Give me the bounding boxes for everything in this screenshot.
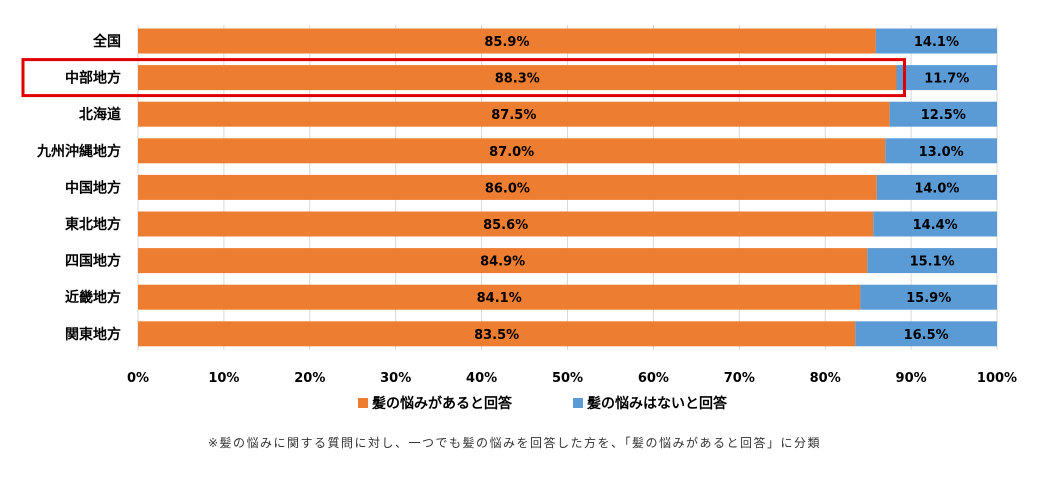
bar-segment bbox=[855, 321, 997, 347]
bar-segment bbox=[896, 65, 997, 91]
bar-segment bbox=[138, 65, 897, 91]
category-label: 中部地方 bbox=[65, 70, 121, 87]
data-label: 84.9% bbox=[480, 255, 525, 270]
x-tick-label: 30% bbox=[380, 371, 411, 386]
x-tick-label: 10% bbox=[208, 371, 239, 386]
data-label: 13.0% bbox=[919, 145, 964, 160]
category-label: 近畿地方 bbox=[65, 289, 121, 306]
category-label: 北海道 bbox=[79, 106, 121, 123]
data-label: 11.7% bbox=[924, 72, 969, 87]
bar-segment bbox=[889, 101, 997, 127]
data-label: 87.5% bbox=[491, 108, 536, 123]
category-label: 中国地方 bbox=[65, 179, 121, 196]
x-tick-label: 0% bbox=[127, 371, 149, 386]
x-axis-ticks: 0% 10% 20% 30% 40% 50% 60% 70% 80% 90% 100% bbox=[127, 371, 1017, 386]
legend-swatch bbox=[573, 398, 583, 408]
bar-segment bbox=[138, 211, 874, 237]
x-tick-label: 70% bbox=[724, 371, 755, 386]
data-label: 15.1% bbox=[910, 255, 955, 270]
data-label: 84.1% bbox=[477, 291, 522, 306]
data-label: 15.9% bbox=[906, 291, 951, 306]
footnote: ※髪の悩みに関する質問に対し、一つでも髪の悩みを回答した方を、「髪の悩みがあると… bbox=[208, 436, 822, 450]
bar-segment bbox=[885, 138, 997, 164]
bar-segment bbox=[138, 321, 856, 347]
data-label: 87.0% bbox=[489, 145, 534, 160]
data-label: 85.9% bbox=[484, 35, 529, 50]
bar-segment bbox=[138, 174, 877, 200]
bar-segment bbox=[138, 101, 890, 127]
highlight-box bbox=[21, 58, 906, 98]
bar-segment bbox=[860, 284, 997, 310]
bar-segment bbox=[876, 174, 997, 200]
category-label: 九州沖縄地方 bbox=[36, 143, 121, 160]
category-label: 東北地方 bbox=[65, 216, 121, 233]
data-label: 16.5% bbox=[904, 328, 949, 343]
x-tick-label: 20% bbox=[294, 371, 325, 386]
bar-segment bbox=[867, 248, 997, 274]
bar-segment bbox=[138, 138, 886, 164]
x-tick-label: 40% bbox=[466, 371, 497, 386]
data-label: 12.5% bbox=[921, 108, 966, 123]
category-label: 関東地方 bbox=[65, 326, 121, 343]
legend: 髪の悩みがあると回答 髪の悩みはないと回答 bbox=[358, 395, 728, 412]
data-label: 83.5% bbox=[474, 328, 519, 343]
x-tick-label: 60% bbox=[638, 371, 669, 386]
bar-segment bbox=[873, 211, 997, 237]
bars: 85.9% 14.1% 88.3% 11.7% 87.5% 12.5% 87.0% 13.0%… bbox=[138, 28, 997, 347]
data-label: 14.0% bbox=[914, 181, 959, 196]
bar-segment bbox=[138, 248, 868, 274]
bar-segment bbox=[138, 28, 876, 54]
data-label: 86.0% bbox=[485, 181, 530, 196]
bar-segment bbox=[875, 28, 997, 54]
data-label: 88.3% bbox=[495, 72, 540, 87]
legend-swatch bbox=[358, 398, 368, 408]
x-tick-label: 80% bbox=[810, 371, 841, 386]
bar-segment bbox=[138, 284, 861, 310]
x-tick-label: 50% bbox=[552, 371, 583, 386]
category-label: 全国 bbox=[92, 33, 121, 50]
highlight-group bbox=[21, 58, 906, 98]
x-tick-label: 100% bbox=[977, 371, 1017, 386]
legend-label: 髪の悩みがあると回答 bbox=[371, 395, 513, 412]
legend-label: 髪の悩みはないと回答 bbox=[586, 395, 728, 412]
data-label: 14.1% bbox=[914, 35, 959, 50]
category-label: 四国地方 bbox=[65, 253, 121, 270]
data-label: 85.6% bbox=[483, 218, 528, 233]
x-tick-label: 90% bbox=[896, 371, 927, 386]
data-label: 14.4% bbox=[913, 218, 958, 233]
